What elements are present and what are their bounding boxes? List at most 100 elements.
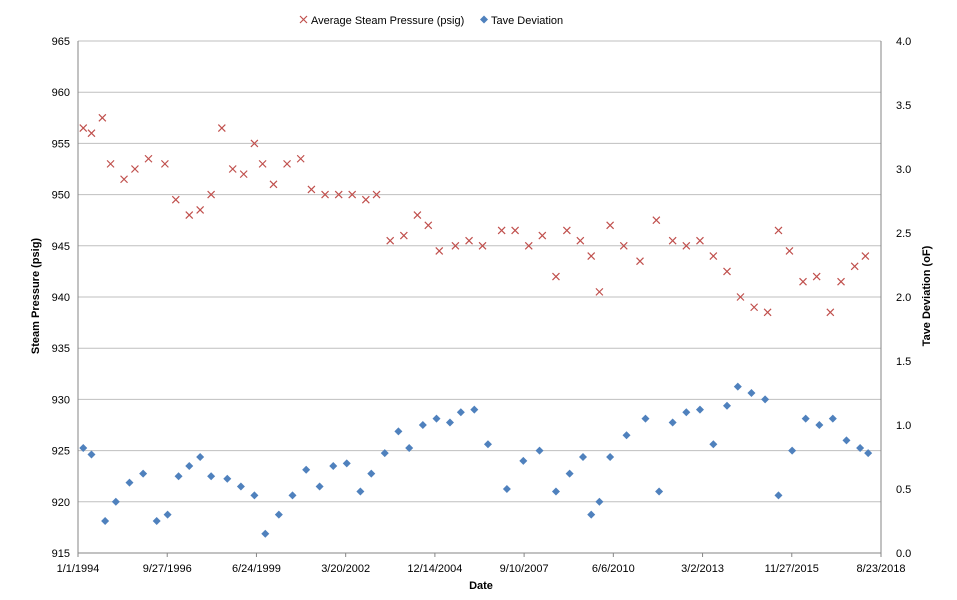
tave-point (432, 415, 440, 423)
tave-point (552, 488, 560, 496)
right-y-ticks: 0.00.51.01.52.02.53.03.54.0 (896, 36, 911, 560)
tave-point (842, 436, 850, 444)
pressure-point (552, 273, 559, 280)
tave-point (761, 395, 769, 403)
pressure-point (161, 160, 168, 167)
y-right-tick-label: 2.0 (896, 292, 911, 304)
tave-point (185, 462, 193, 470)
tave-point (164, 511, 172, 519)
tave-point (87, 450, 95, 458)
pressure-point (308, 186, 315, 193)
pressure-point (145, 155, 152, 162)
pressure-point (88, 130, 95, 137)
tave-point (237, 482, 245, 490)
y-right-tick-label: 3.0 (896, 164, 911, 176)
dual-axis-scatter-chart: 915920925930935940945950955960965 0.00.5… (0, 0, 957, 600)
tave-point (623, 431, 631, 439)
x-tick-label: 6/24/1999 (232, 563, 281, 575)
tave-point (723, 402, 731, 410)
tave-point (288, 491, 296, 499)
y-left-tick-label: 920 (52, 497, 70, 509)
pressure-point (99, 114, 106, 121)
tave-point (250, 491, 258, 499)
tave-point (587, 511, 595, 519)
pressure-point (696, 237, 703, 244)
pressure-point (498, 227, 505, 234)
y-left-tick-label: 935 (52, 343, 70, 355)
tave-point (329, 462, 337, 470)
tave-point (196, 453, 204, 461)
tave-series (79, 383, 872, 538)
tave-point (275, 511, 283, 519)
y-left-tick-label: 955 (52, 138, 70, 150)
y-right-tick-label: 3.5 (896, 100, 911, 112)
tave-point (470, 406, 478, 414)
x-tick-label: 3/20/2002 (321, 563, 370, 575)
y-left-tick-label: 915 (52, 548, 70, 560)
pressure-point (240, 171, 247, 178)
legend-item-pressure: Average Steam Pressure (psig) (300, 15, 464, 27)
tave-point (367, 470, 375, 478)
tave-point (696, 406, 704, 414)
tave-point (747, 389, 755, 397)
legend-item-tave: Tave Deviation (480, 15, 563, 27)
tave-point (175, 472, 183, 480)
x-tick-label: 6/6/2010 (592, 563, 635, 575)
pressure-point (270, 181, 277, 188)
tave-point (394, 427, 402, 435)
pressure-point (387, 237, 394, 244)
tave-point (484, 440, 492, 448)
pressure-point (637, 258, 644, 265)
pressure-point (775, 227, 782, 234)
pressure-point (653, 217, 660, 224)
tave-point (153, 517, 161, 525)
tave-point (788, 447, 796, 455)
tave-point (579, 453, 587, 461)
tave-point (566, 470, 574, 478)
pressure-point (512, 227, 519, 234)
pressure-point (596, 288, 603, 295)
pressure-point (539, 232, 546, 239)
tave-point (709, 440, 717, 448)
pressure-point (121, 176, 128, 183)
pressure-point (259, 160, 266, 167)
tave-point (774, 491, 782, 499)
pressure-point (80, 125, 87, 132)
pressure-point (131, 166, 138, 173)
tave-point (802, 415, 810, 423)
y-left-tick-label: 945 (52, 241, 70, 253)
tave-point (302, 466, 310, 474)
pressure-point (827, 309, 834, 316)
tave-point (343, 459, 351, 467)
pressure-point (107, 160, 114, 167)
pressure-point (577, 237, 584, 244)
pressure-point (851, 263, 858, 270)
x-tick-label: 12/14/2004 (407, 563, 462, 575)
pressure-point (284, 160, 291, 167)
tave-point (261, 530, 269, 538)
x-ticks: 1/1/1994 9/27/1996 6/24/1999 3/20/2002 12/14… (57, 563, 906, 575)
y-right-tick-label: 0.5 (896, 484, 911, 496)
pressure-point (186, 212, 193, 219)
legend: Average Steam Pressure (psig) Tave Devia… (300, 15, 563, 27)
x-tick-label: 1/1/1994 (57, 563, 100, 575)
tave-point (734, 383, 742, 391)
legend-label-pressure: Average Steam Pressure (psig) (311, 15, 464, 27)
legend-x-marker-icon (300, 16, 307, 23)
tave-point (125, 479, 133, 487)
tave-point (536, 447, 544, 455)
x-tick-label: 11/27/2015 (765, 563, 819, 575)
tave-point (207, 472, 215, 480)
pressure-point (607, 222, 614, 229)
pressure-point (710, 253, 717, 260)
pressure-series (80, 114, 869, 316)
tave-point (641, 415, 649, 423)
gridlines (78, 41, 881, 553)
y-right-tick-label: 1.5 (896, 356, 911, 368)
tave-point (815, 421, 823, 429)
legend-label-tave: Tave Deviation (491, 15, 563, 27)
pressure-point (425, 222, 432, 229)
tave-point (655, 488, 663, 496)
pressure-point (172, 196, 179, 203)
pressure-point (751, 304, 758, 311)
